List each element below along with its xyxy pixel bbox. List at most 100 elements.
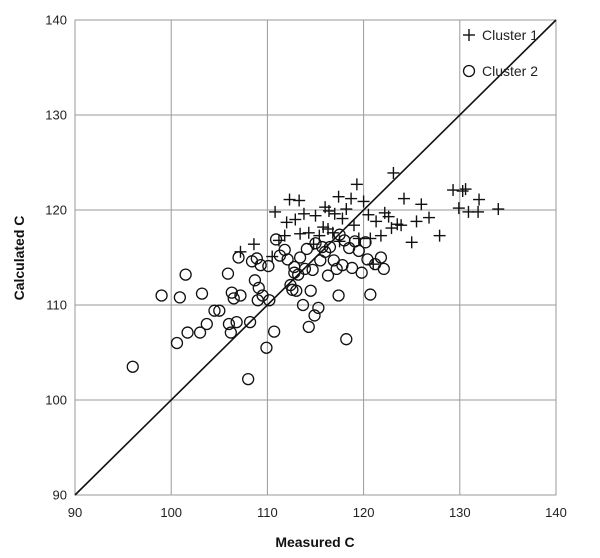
cluster-2-point: [293, 251, 307, 264]
cluster-2-point: [193, 326, 207, 339]
cluster-1-point: [326, 226, 339, 239]
y-tick-label: 120: [45, 203, 67, 218]
cluster-1-point: [350, 178, 363, 191]
cluster-1-point: [395, 219, 408, 232]
cluster-2-point: [232, 251, 245, 264]
x-tick-label: 130: [449, 505, 471, 520]
cluster-2-point: [281, 253, 294, 266]
cluster-1-point: [294, 227, 307, 240]
cluster-1-point: [332, 190, 345, 203]
cluster-2-point: [332, 289, 345, 302]
cluster-2-point: [377, 262, 390, 276]
cluster-2-point: [260, 341, 273, 354]
cluster-2-point: [234, 289, 247, 302]
x-axis-title: Measured C: [275, 534, 354, 550]
cluster-1-point: [459, 183, 472, 196]
cluster-2-point: [364, 288, 377, 301]
cluster-2-point: [173, 291, 187, 304]
cluster-2-point: [195, 287, 209, 300]
legend-circle-icon: [462, 64, 476, 78]
cluster-1-point: [302, 226, 315, 239]
cluster-1-point: [340, 203, 353, 216]
cluster-2-point: [250, 252, 263, 265]
cluster-2-point: [254, 258, 267, 272]
cluster-1-point: [387, 166, 400, 179]
x-tick-label: 120: [353, 505, 375, 520]
cluster-2-point: [352, 244, 365, 258]
cluster-1-point: [352, 232, 365, 245]
cluster-2-point: [181, 326, 194, 339]
x-tick-label: 100: [160, 505, 182, 520]
cluster-2-point: [374, 251, 388, 264]
y-axis-tick-labels: 90 100 110 120 130 140: [45, 13, 67, 503]
cluster-1-point: [423, 211, 436, 224]
cluster-1-point: [322, 204, 335, 217]
cluster-1-point: [405, 236, 418, 249]
cluster-2-point: [323, 240, 337, 254]
cluster-1-point: [357, 195, 370, 208]
cluster-1-point: [293, 194, 306, 207]
cluster-1-point: [374, 229, 387, 242]
cluster-2-point: [340, 333, 353, 346]
cluster-1-point: [345, 192, 358, 205]
cluster-2-point: [155, 289, 168, 302]
cluster-2-point: [200, 317, 213, 331]
cluster-2-point: [179, 268, 192, 281]
cluster-1-point: [269, 205, 282, 218]
cluster-1-point: [289, 213, 302, 226]
y-tick-label: 100: [45, 393, 67, 408]
cluster-2-point: [262, 259, 275, 273]
cluster-2-point: [296, 298, 310, 312]
legend-plus-icon: [463, 29, 475, 41]
cluster-2-point: [298, 262, 312, 276]
cluster-2-point: [230, 315, 243, 329]
cluster-1-point: [336, 212, 349, 225]
cluster-2-point: [312, 301, 325, 315]
cluster-2-point: [306, 263, 319, 277]
cluster-2-point: [170, 336, 184, 350]
cluster-1-point: [433, 229, 446, 242]
y-tick-label: 140: [45, 13, 67, 28]
cluster-2-point: [248, 274, 262, 287]
cluster-1-point: [382, 210, 395, 223]
x-axis-tick-labels: 90 100 110 120 130 140: [68, 505, 567, 520]
legend-label-cluster-1: Cluster 1: [482, 27, 538, 43]
cluster-2-point: [221, 267, 235, 280]
cluster-1-point: [362, 208, 375, 221]
cluster-2-point: [269, 233, 283, 246]
cluster-2-point: [290, 284, 303, 297]
cluster-1-point: [492, 203, 505, 216]
cluster-1-point: [247, 238, 260, 251]
cluster-2-point: [208, 304, 221, 317]
cluster-1-point: [347, 219, 360, 232]
plot-area-frame: [74, 19, 557, 496]
cluster-2-point: [345, 261, 359, 275]
cluster-1-point: [452, 202, 465, 215]
cluster-2-point: [308, 309, 321, 322]
x-tick-label: 110: [257, 505, 278, 520]
cluster-1-point: [447, 184, 460, 197]
cluster-2-point: [321, 269, 335, 282]
cluster-2-point: [222, 317, 236, 331]
x-tick-label: 90: [68, 505, 82, 520]
cluster-1-point: [309, 209, 322, 222]
cluster-2-point: [225, 286, 238, 299]
cluster-2-point: [227, 292, 240, 305]
legend-label-cluster-2: Cluster 2: [482, 63, 538, 79]
cluster-2-point: [304, 284, 317, 297]
cluster-2-point: [126, 360, 139, 373]
cluster-1-point: [456, 185, 469, 197]
cluster-2-point: [252, 281, 265, 295]
y-tick-label: 130: [45, 108, 67, 123]
cluster-2-point: [302, 320, 315, 334]
cluster-1-point: [280, 216, 293, 229]
x-tick-label: 140: [545, 505, 567, 520]
cluster-1-point: [473, 193, 486, 206]
cluster-2-point: [242, 372, 255, 386]
y-tick-label: 90: [53, 488, 67, 503]
cluster-1-point: [317, 221, 330, 234]
cluster-2-point: [267, 325, 281, 338]
cluster-2-point: [359, 236, 372, 249]
cluster-1-point: [266, 250, 279, 263]
